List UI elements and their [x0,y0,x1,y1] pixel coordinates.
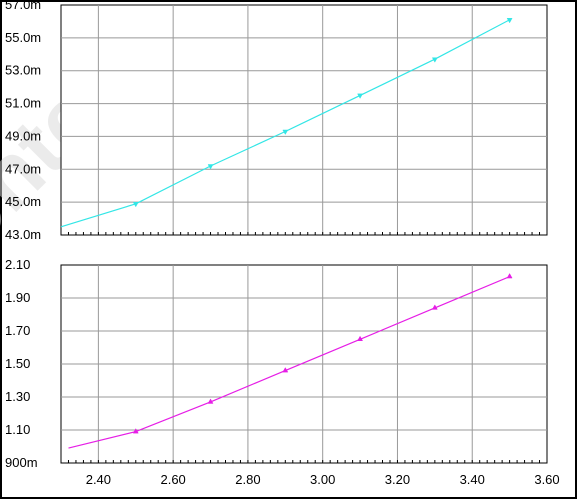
top-data-point-2 [207,164,214,170]
bottom-data-point-2 [207,398,214,404]
bottom-panel: 2.10 1.90 1.70 1.50 1.30 1.10 900m [5,257,548,470]
top-ytick-label-4: 49.0m [5,128,41,143]
top-ytick-label-1: 55.0m [5,30,41,45]
top-ytick-label-7: 43.0m [5,227,41,242]
x-tick-label-1: 2.60 [160,472,185,487]
bottom-ytick-label-5: 1.10 [5,422,30,437]
bottom-ytick-label-2: 1.70 [5,323,30,338]
top-ytick-label-0: 57.0m [5,0,41,12]
top-plot-area [60,4,548,236]
bottom-data-point-1 [132,428,139,434]
bottom-ytick-label-0: 2.10 [5,257,30,272]
x-tick-label-4: 3.20 [385,472,410,487]
bottom-data-point-6 [506,273,513,279]
top-panel: 57.0m 55.0m 53.0m 51.0m 49.0m 47.0m 45.0m 43.0m [5,0,548,242]
top-ytick-label-5: 47.0m [5,161,41,176]
bottom-data-point-3 [282,367,289,373]
top-ytick-label-6: 45.0m [5,194,41,209]
x-axis-tick-labels: 2.40 2.60 2.80 3.00 3.20 3.40 3.60 [86,472,560,487]
x-tick-label-3: 3.00 [310,472,335,487]
bottom-ytick-label-4: 1.30 [5,389,30,404]
top-data-point-4 [357,93,364,99]
top-data-point-1 [132,202,139,208]
top-data-point-3 [282,129,289,136]
x-tick-label-6: 3.60 [534,472,559,487]
top-ytick-label-2: 53.0m [5,63,41,78]
bottom-data-point-4 [357,335,364,341]
top-ytick-label-3: 51.0m [5,96,41,111]
bottom-ytick-label-1: 1.90 [5,290,30,305]
bottom-ytick-label-3: 1.50 [5,356,30,371]
bottom-data-point-5 [431,304,438,310]
bottom-ytick-label-6: 900m [5,455,38,470]
x-tick-label-5: 3.40 [460,472,485,487]
top-data-point-6 [506,18,513,24]
x-tick-label-0: 2.40 [86,472,111,487]
top-data-point-5 [431,57,438,63]
x-tick-label-2: 2.80 [235,472,260,487]
